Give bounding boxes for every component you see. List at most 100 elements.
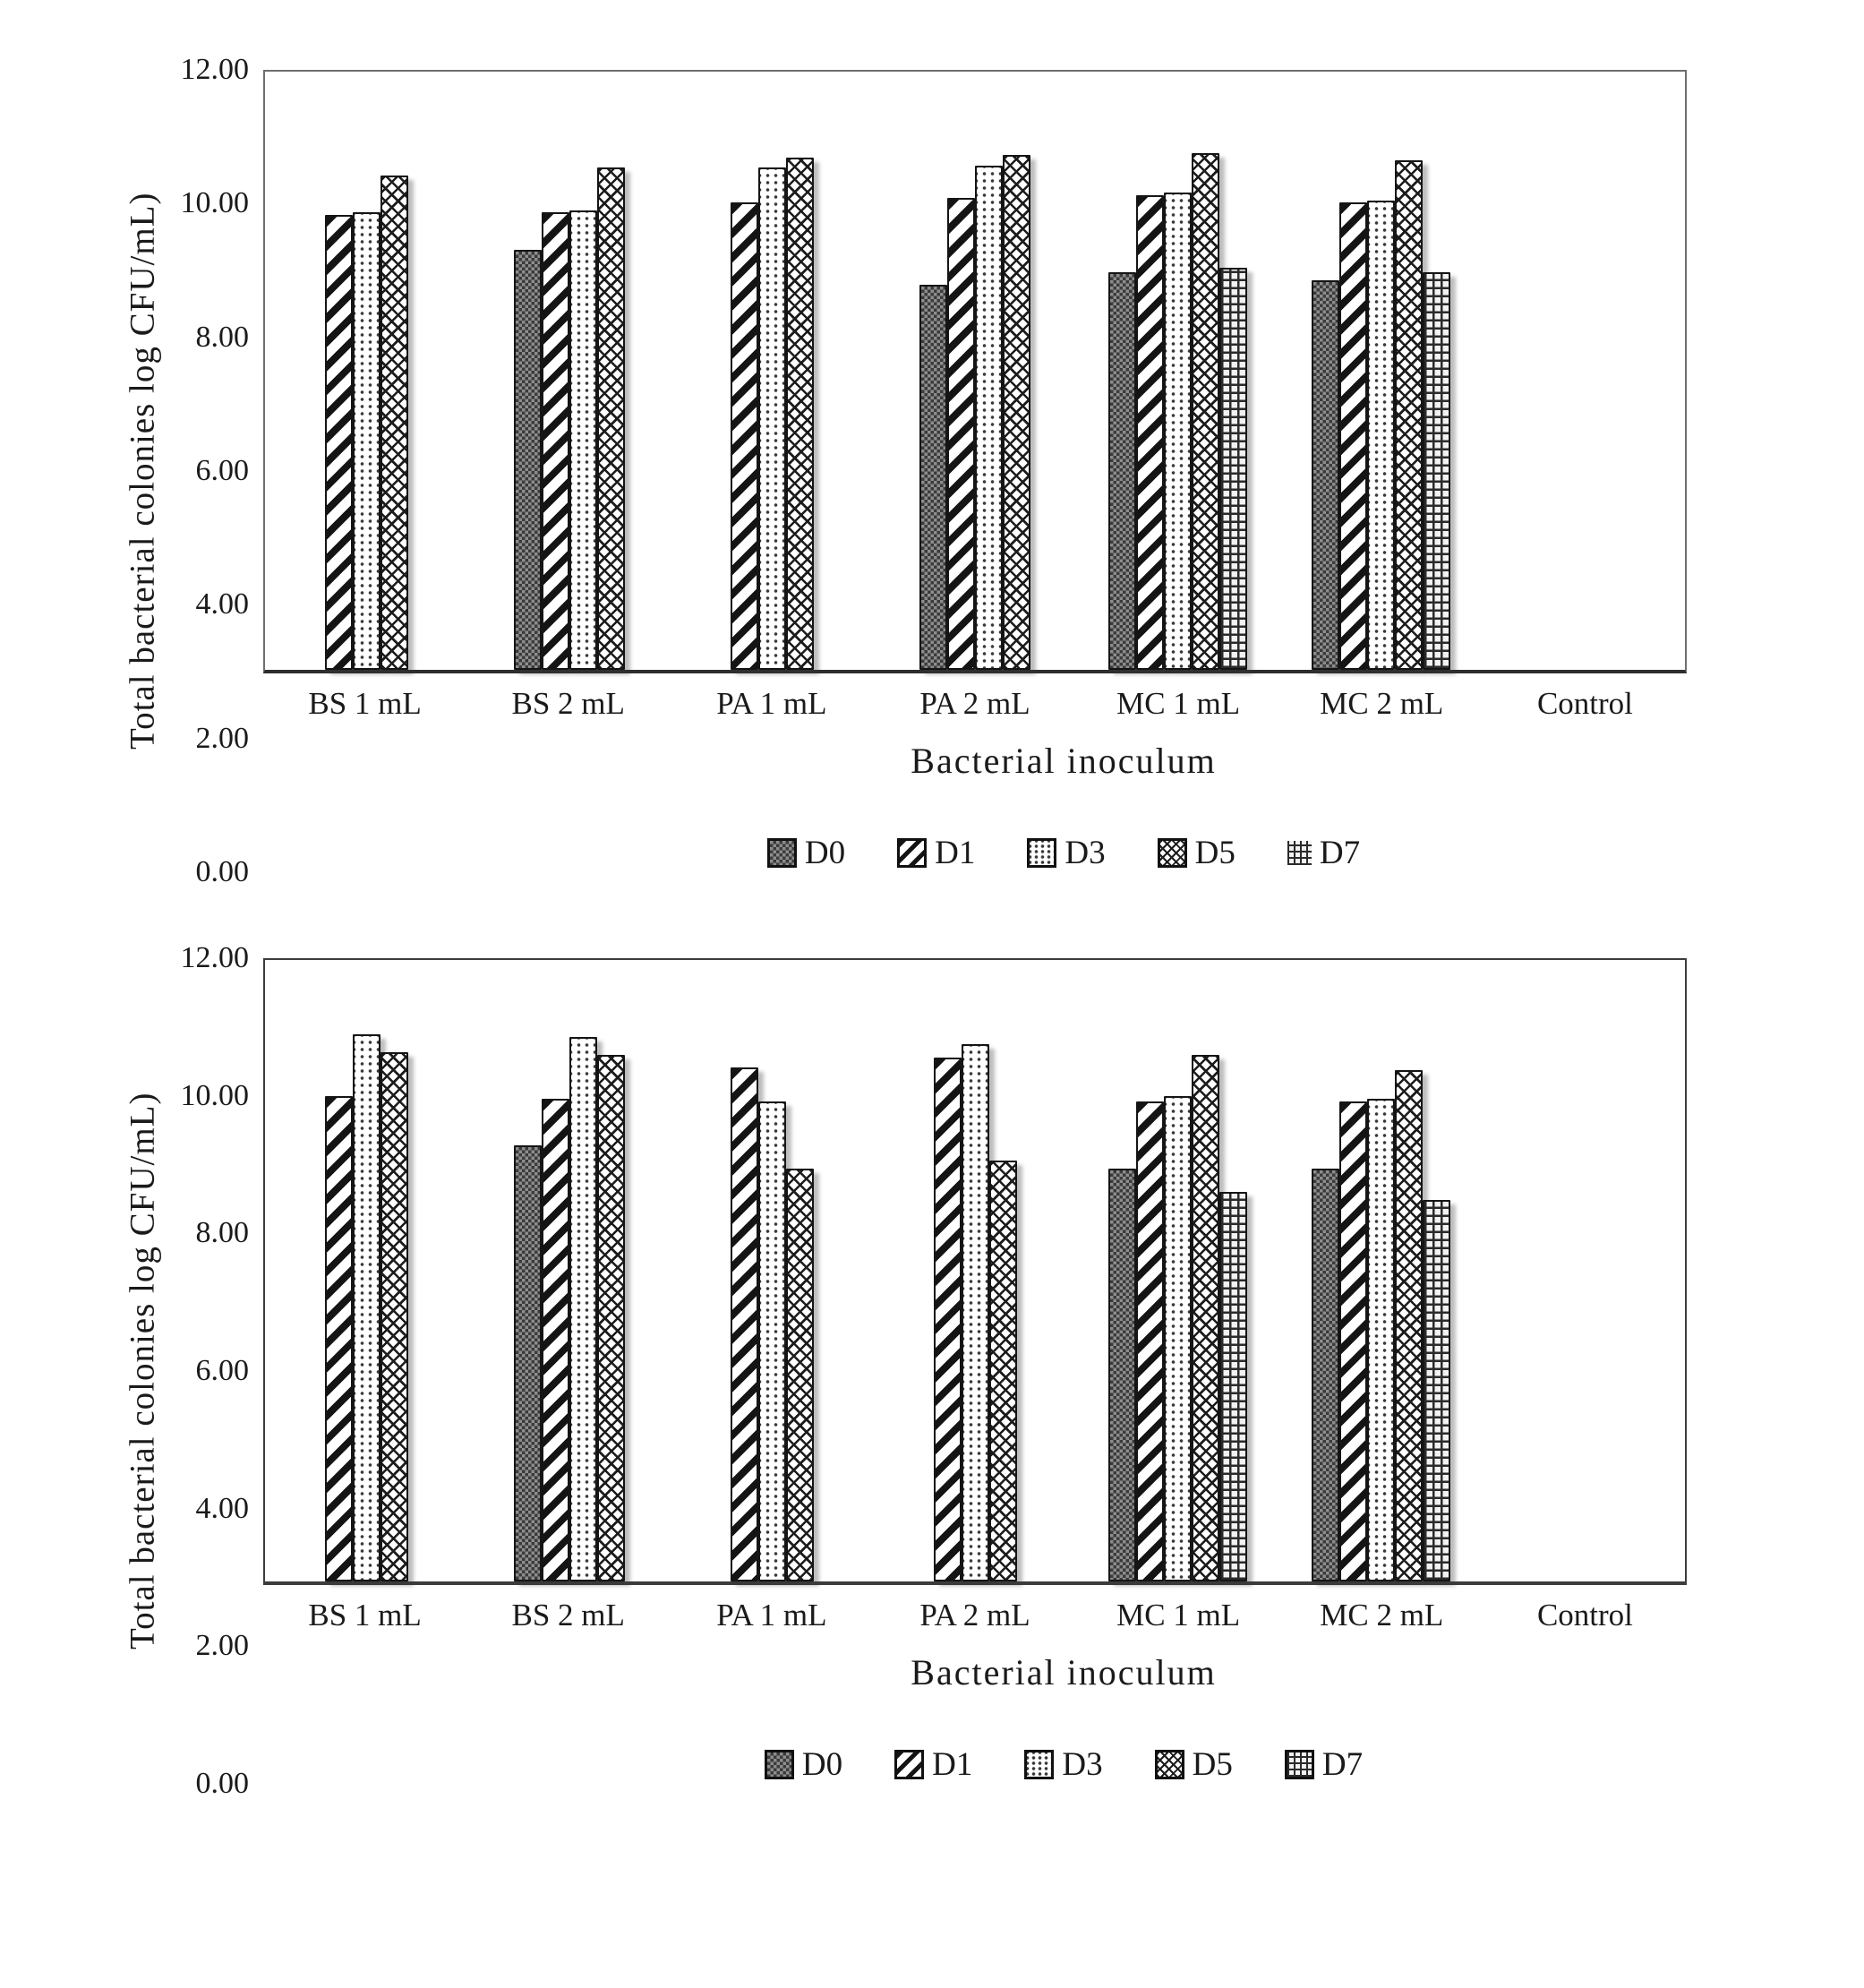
legend-item-d0: D0 xyxy=(766,834,846,872)
y-tick-6-00: 6.00 xyxy=(195,454,250,487)
y-axis-ticks: 12.00 10.00 8.00 6.00 4.00 2.00 0.00 xyxy=(170,53,263,888)
bar-d3-pa-1-ml xyxy=(757,1101,786,1581)
bar-d3-bs-1-ml xyxy=(352,1033,380,1581)
legend-item-d0: D0 xyxy=(764,1745,843,1784)
bar-d3-mc-2-ml xyxy=(1366,1099,1395,1581)
legend-label-d5: D5 xyxy=(1194,835,1236,871)
bar-d5-bs-2-ml xyxy=(596,1054,625,1581)
bar-d3-pa-2-ml xyxy=(975,165,1004,670)
bar-d5-mc-2-ml xyxy=(1394,159,1423,670)
bar-d1-pa-2-ml xyxy=(933,1057,962,1581)
legend-swatch-d3 xyxy=(1024,1750,1055,1779)
bar-group-bs-1-ml xyxy=(265,960,468,1581)
legend-item-d7: D7 xyxy=(1284,1745,1364,1784)
y-tick-12-00: 12.00 xyxy=(180,53,250,86)
legend-item-d7: D7 xyxy=(1287,834,1360,872)
legend-label-d7: D7 xyxy=(1319,835,1361,871)
legend-label-d1: D1 xyxy=(932,1746,973,1783)
y-axis-ticks: 12.00 10.00 8.00 6.00 4.00 2.00 0.00 xyxy=(170,941,263,1800)
chart-top: Total bacterial colonies log CFU/mL) 12.… xyxy=(115,53,1864,888)
bar-group-pa-2-ml xyxy=(874,960,1077,1581)
bar-d0-mc-1-ml xyxy=(1108,1169,1137,1581)
legend-swatch-d5 xyxy=(1157,838,1187,868)
legend-label-d1: D1 xyxy=(935,835,976,871)
x-label-pa-2-ml: PA 2 mL xyxy=(919,1598,1030,1632)
legend-item-d3: D3 xyxy=(1024,1745,1103,1784)
x-label-control: Control xyxy=(1536,686,1633,721)
x-label-mc-1-ml: MC 1 mL xyxy=(1116,686,1241,721)
bar-d5-pa-1-ml xyxy=(785,158,814,670)
bar-d7-mc-1-ml xyxy=(1219,1192,1248,1581)
x-axis-labels: BS 1 mL BS 2 mL PA 1 mL PA 2 mL MC 1 mL MC 2 … xyxy=(263,1598,1687,1633)
y-tick-8-00: 8.00 xyxy=(195,1216,250,1250)
bar-d0-bs-2-ml xyxy=(513,1145,542,1581)
legend: D0 D1 D3 D5 D7 xyxy=(263,1745,1864,1784)
bar-d0-mc-2-ml xyxy=(1311,1169,1339,1581)
legend-label-d7: D7 xyxy=(1321,1746,1364,1783)
bar-group-pa-2-ml xyxy=(874,72,1077,670)
y-tick-4-00: 4.00 xyxy=(195,587,250,621)
x-label-mc-2-ml: MC 2 mL xyxy=(1320,686,1444,721)
legend-swatch-d7 xyxy=(1284,1750,1314,1779)
bar-d3-pa-1-ml xyxy=(757,167,786,670)
legend-swatch-d5 xyxy=(1154,1750,1184,1779)
bar-group-mc-1-ml xyxy=(1076,960,1279,1581)
y-tick-12-00: 12.00 xyxy=(180,941,250,974)
plot-column: BS 1 mL BS 2 mL PA 1 mL PA 2 mL MC 1 mL MC 2 … xyxy=(263,958,1864,1784)
y-tick-0-00: 0.00 xyxy=(195,855,250,888)
bar-d1-mc-2-ml xyxy=(1338,202,1367,670)
bar-d3-mc-1-ml xyxy=(1164,1096,1193,1581)
legend-item-d5: D5 xyxy=(1154,1745,1233,1784)
legend-item-d3: D3 xyxy=(1027,834,1106,872)
legend-swatch-d1 xyxy=(894,1750,925,1779)
x-axis-labels: BS 1 mL BS 2 mL PA 1 mL PA 2 mL MC 1 mL MC 2 … xyxy=(263,686,1687,722)
bar-d7-mc-2-ml xyxy=(1422,1199,1450,1581)
bar-d7-mc-2-ml xyxy=(1422,272,1450,670)
bar-d3-mc-1-ml xyxy=(1164,193,1193,670)
y-tick-2-00: 2.00 xyxy=(195,721,250,755)
bar-d7-mc-1-ml xyxy=(1219,267,1248,670)
x-label-control: Control xyxy=(1536,1598,1633,1632)
bar-d1-pa-2-ml xyxy=(947,197,976,670)
bar-d3-pa-2-ml xyxy=(961,1044,989,1581)
x-label-bs-1-ml: BS 1 mL xyxy=(308,1598,422,1632)
bar-group-bs-1-ml xyxy=(265,72,468,670)
legend-label-d5: D5 xyxy=(1192,1746,1233,1783)
bar-d5-mc-1-ml xyxy=(1192,152,1220,670)
bar-d1-mc-2-ml xyxy=(1338,1101,1367,1581)
bar-group-mc-2-ml xyxy=(1279,960,1483,1581)
y-tick-10-00: 10.00 xyxy=(180,186,250,220)
x-label-pa-1-ml: PA 1 mL xyxy=(716,686,827,721)
bar-d1-bs-2-ml xyxy=(541,1099,569,1581)
legend-swatch-d0 xyxy=(766,838,797,868)
legend-item-d5: D5 xyxy=(1157,834,1236,872)
y-tick-8-00: 8.00 xyxy=(195,320,250,354)
bar-d1-pa-1-ml xyxy=(730,1067,758,1581)
legend: D0 D1 D3 D5 D7 xyxy=(263,834,1864,872)
bar-group-pa-1-ml xyxy=(671,960,874,1581)
bar-d5-pa-1-ml xyxy=(785,1169,814,1581)
bar-d5-pa-2-ml xyxy=(1003,155,1031,670)
bar-group-bs-2-ml xyxy=(468,960,671,1581)
bar-group-mc-1-ml xyxy=(1076,72,1279,670)
bar-d1-mc-1-ml xyxy=(1136,1101,1165,1581)
bar-group-control xyxy=(1482,960,1685,1581)
bar-d1-bs-1-ml xyxy=(324,215,353,670)
y-tick-2-00: 2.00 xyxy=(195,1629,250,1663)
plot-area xyxy=(263,958,1687,1585)
x-axis-title: Bacterial inoculum xyxy=(911,741,1217,781)
legend-label-d3: D3 xyxy=(1062,1746,1103,1783)
y-tick-0-00: 0.00 xyxy=(195,1767,250,1800)
legend-label-d0: D0 xyxy=(804,835,846,871)
bar-d3-bs-1-ml xyxy=(352,212,380,670)
x-label-mc-2-ml: MC 2 mL xyxy=(1320,1598,1444,1632)
x-label-bs-2-ml: BS 2 mL xyxy=(511,686,625,721)
bar-d3-mc-2-ml xyxy=(1366,200,1395,670)
bar-d3-bs-2-ml xyxy=(569,210,597,670)
x-axis-title: Bacterial inoculum xyxy=(911,1652,1217,1692)
legend-label-d0: D0 xyxy=(801,1746,843,1783)
legend-swatch-d3 xyxy=(1027,838,1057,868)
plot-area xyxy=(263,70,1687,673)
bar-d0-bs-2-ml xyxy=(513,250,542,670)
y-tick-6-00: 6.00 xyxy=(195,1354,250,1387)
